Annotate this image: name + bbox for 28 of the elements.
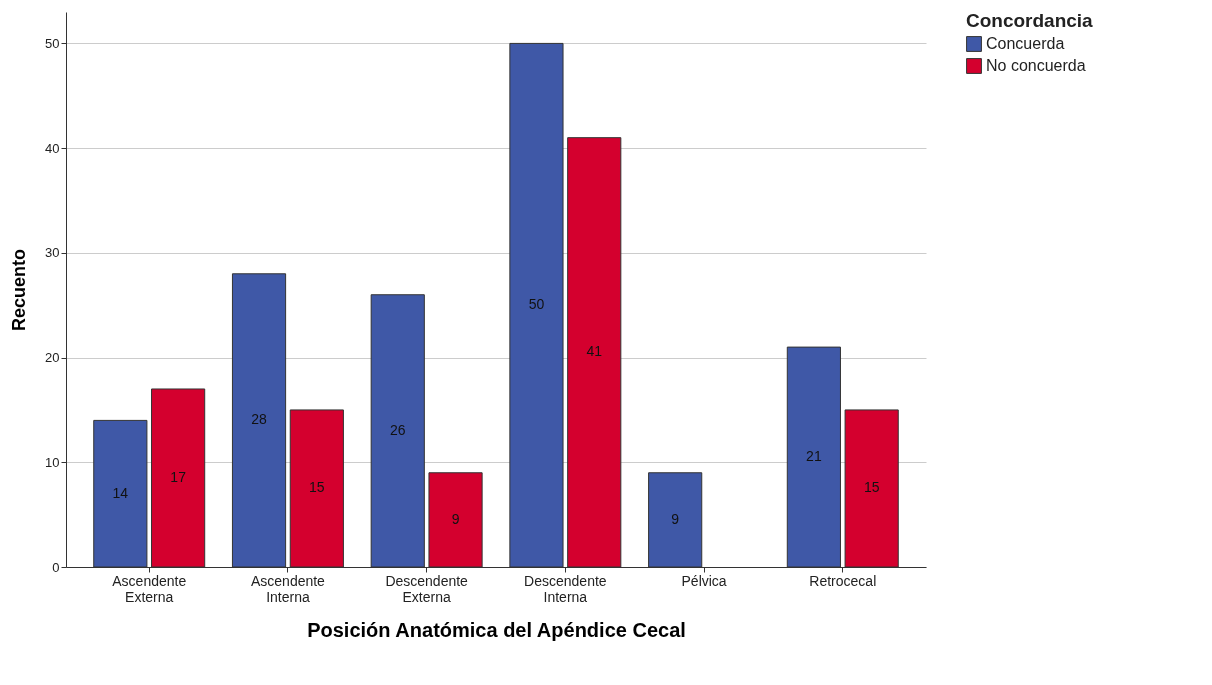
data-label: 21 (806, 448, 822, 465)
x-axis-title: Posición Anatómica del Apéndice Cecal (307, 618, 686, 641)
data-label: 14 (112, 484, 129, 501)
x-tick-label: Ascendente Interna (250, 572, 326, 605)
y-tick-label: 40 (45, 140, 60, 156)
data-label: 15 (863, 479, 880, 496)
y-axis-title: Recuento (9, 248, 30, 332)
legend-title: Concordancia (966, 10, 1094, 31)
x-tick-label: Descendente Externa (385, 572, 469, 605)
data-label: 50 (528, 296, 545, 313)
data-label: 26 (389, 421, 406, 438)
y-tick-label: 20 (45, 350, 60, 366)
x-tick-label: Ascendente Externa (112, 572, 187, 605)
x-tick-label: Pélvica (681, 572, 727, 589)
x-tick-label: Retrocecal (809, 572, 877, 589)
y-tick-label: 50 (45, 35, 60, 51)
data-label: 17 (170, 468, 187, 485)
legend-label: Concuerda (986, 35, 1065, 52)
y-tick-label: 30 (45, 245, 60, 261)
x-tick-label: Descendente Interna (524, 572, 607, 605)
data-label: 41 (586, 343, 603, 360)
y-tick-label: 0 (52, 559, 60, 575)
y-tick-label: 10 (45, 454, 60, 470)
data-label: 28 (251, 411, 268, 428)
data-label: 15 (309, 479, 325, 496)
data-label: 9 (671, 510, 680, 527)
data-label: 9 (451, 510, 460, 527)
legend-label: No concuerda (986, 57, 1086, 74)
